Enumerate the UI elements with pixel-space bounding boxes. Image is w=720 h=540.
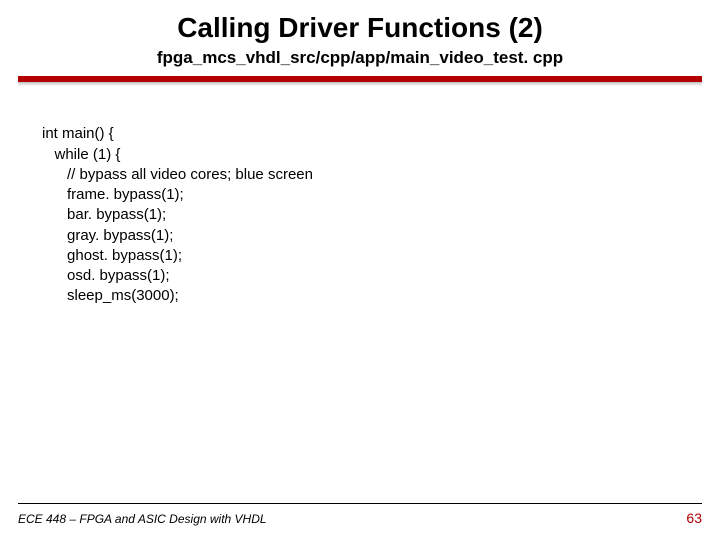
code-line: ghost. bypass(1); (42, 247, 182, 264)
title-rule (0, 76, 720, 86)
slide-title: Calling Driver Functions (2) (0, 0, 720, 44)
rule-shadow (18, 82, 702, 86)
code-line: frame. bypass(1); (42, 186, 184, 203)
page-number: 63 (686, 510, 702, 526)
code-line: osd. bypass(1); (42, 267, 170, 284)
code-line: // bypass all video cores; blue screen (42, 166, 313, 183)
code-line: int main() { (42, 125, 114, 142)
slide-subtitle: fpga_mcs_vhdl_src/cpp/app/main_video_tes… (0, 48, 720, 68)
code-line: gray. bypass(1); (42, 227, 173, 244)
footer-rule (18, 503, 702, 504)
code-line: sleep_ms(3000); (42, 287, 179, 304)
code-line: bar. bypass(1); (42, 206, 166, 223)
code-block: int main() { while (1) { // bypass all v… (42, 104, 720, 327)
slide: Calling Driver Functions (2) fpga_mcs_vh… (0, 0, 720, 540)
footer-course: ECE 448 – FPGA and ASIC Design with VHDL (18, 512, 267, 526)
code-line: while (1) { (42, 146, 120, 163)
